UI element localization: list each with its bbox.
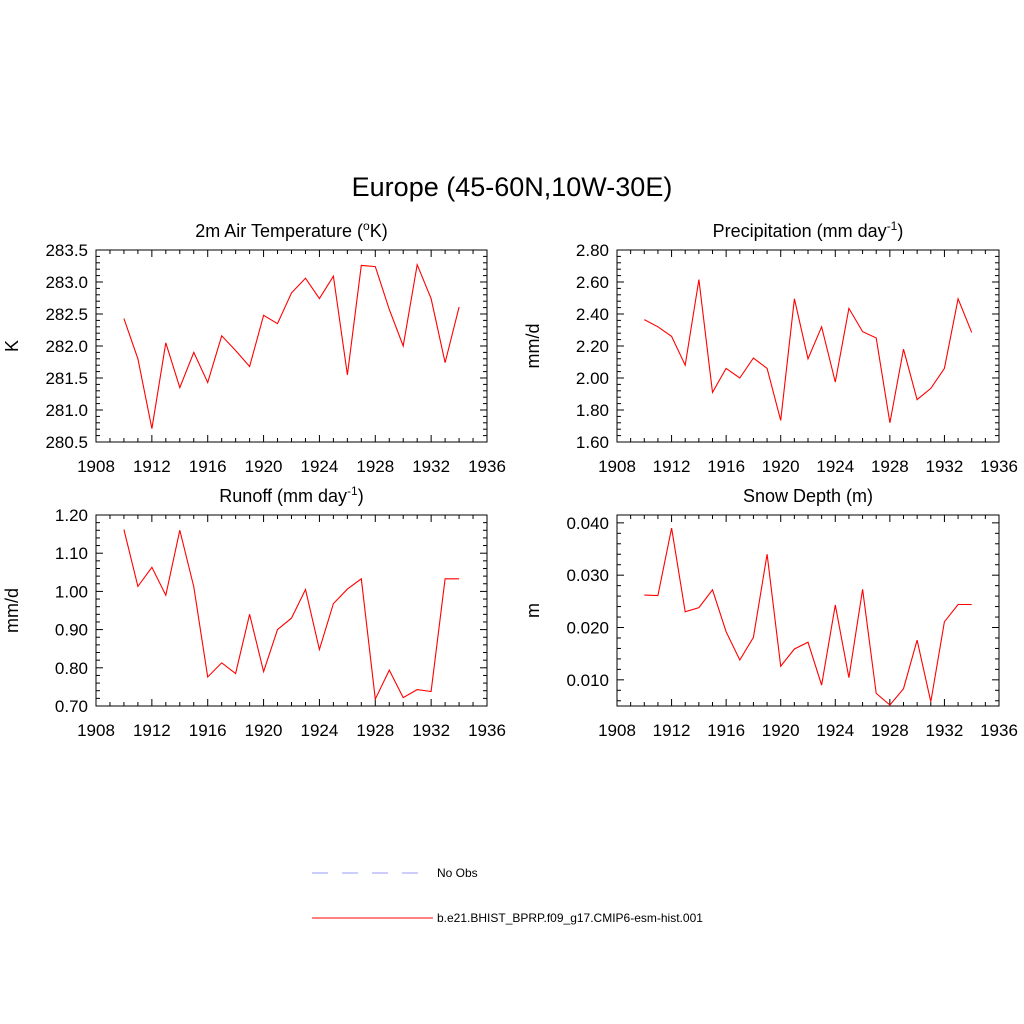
- x-tick-label: 1932: [926, 457, 964, 476]
- panel-title: Precipitation (mm day-1): [713, 219, 904, 241]
- panel-title-superscript: -1: [347, 484, 358, 498]
- x-tick-label: 1936: [468, 457, 506, 476]
- x-tick-label: 1928: [356, 721, 394, 740]
- x-tick-label: 1924: [816, 721, 854, 740]
- series-line-precipitation: [644, 279, 973, 423]
- y-tick-label: 1.80: [576, 401, 609, 420]
- x-tick-label: 1912: [653, 721, 691, 740]
- panel-runoff: 1908 1912 1916 1920 1924 1928 1932 1936 0.70 0.80…: [2, 484, 506, 740]
- y-tick-marks: [96, 249, 487, 443]
- x-tick-label: 1912: [653, 457, 691, 476]
- y-tick-label: 2.60: [576, 273, 609, 292]
- panel-precipitation: 1908 1912 1916 1920 1924 1928 1932 1936 1.60 1.80…: [523, 219, 1018, 476]
- x-tick-label: 1916: [189, 457, 227, 476]
- x-tick-label: 1920: [245, 721, 283, 740]
- y-tick-label: 2.00: [576, 369, 609, 388]
- x-tick-label: 1908: [77, 457, 115, 476]
- panel-snow-depth: 1908 1912 1916 1920 1924 1928 1932 1936 0.010 0.0…: [523, 486, 1018, 740]
- x-tick-label: 1920: [762, 457, 800, 476]
- x-tick-label: 1908: [598, 457, 636, 476]
- x-tick-label: 1932: [412, 457, 450, 476]
- x-tick-label: 1912: [133, 457, 171, 476]
- x-tick-label: 1912: [133, 721, 171, 740]
- y-tick-label: 280.5: [45, 433, 88, 452]
- y-tick-label: 2.80: [576, 241, 609, 260]
- y-axis-label: K: [2, 340, 22, 352]
- y-tick-label: 1.20: [55, 506, 88, 525]
- x-tick-label: 1936: [468, 721, 506, 740]
- y-tick-label: 282.5: [45, 305, 88, 324]
- panel-title-text: Runoff (mm day: [219, 486, 347, 506]
- y-tick-label: 1.10: [55, 544, 88, 563]
- y-tick-label: 0.90: [55, 621, 88, 640]
- panel-title: 2m Air Temperature (oK): [195, 219, 387, 241]
- x-tick-label: 1936: [980, 721, 1018, 740]
- y-tick-marks: [96, 514, 487, 707]
- x-tick-label: 1936: [980, 457, 1018, 476]
- y-tick-label: 0.040: [566, 514, 609, 533]
- y-tick-label: 1.60: [576, 433, 609, 452]
- x-tick-label: 1908: [598, 721, 636, 740]
- panel-title-suffix: ): [897, 221, 903, 241]
- x-tick-label: 1920: [245, 457, 283, 476]
- y-tick-label: 283.0: [45, 273, 88, 292]
- y-tick-label: 0.010: [566, 671, 609, 690]
- panel-title-text: Precipitation (mm day: [713, 221, 887, 241]
- x-tick-marks: [95, 250, 488, 442]
- panel-title-suffix: K): [370, 221, 388, 241]
- x-tick-label: 1924: [301, 721, 339, 740]
- x-tick-label: 1924: [816, 457, 854, 476]
- y-tick-label: 282.0: [45, 337, 88, 356]
- figure-title: Europe (45-60N,10W-30E): [352, 172, 673, 202]
- panel-air-temperature: 1908 1912 1916 1920 1924 1928 1932 1936 280.5 281…: [2, 219, 506, 476]
- x-tick-label: 1932: [926, 721, 964, 740]
- y-tick-label: 281.5: [45, 369, 88, 388]
- panel-title-suffix: ): [358, 486, 364, 506]
- y-axis-label: mm/d: [2, 588, 22, 633]
- y-tick-label: 1.00: [55, 582, 88, 601]
- panel-title-text: Snow Depth (m): [743, 486, 873, 506]
- x-tick-label: 1928: [356, 457, 394, 476]
- x-tick-label: 1916: [707, 457, 745, 476]
- y-tick-label: 0.80: [55, 659, 88, 678]
- plot-frame: [95, 514, 488, 707]
- panel-title: Snow Depth (m): [743, 486, 873, 506]
- y-tick-marks: [617, 249, 999, 443]
- y-axis-label: m: [523, 603, 543, 618]
- x-tick-label: 1924: [301, 457, 339, 476]
- legend-label-no-obs: No Obs: [437, 866, 478, 880]
- x-tick-label: 1916: [189, 721, 227, 740]
- panel-title-superscript: o: [363, 219, 370, 233]
- panel-title: Runoff (mm day-1): [219, 484, 363, 506]
- panel-title-text: 2m Air Temperature (: [195, 221, 363, 241]
- series-line-snow-depth: [644, 527, 972, 706]
- y-tick-label: 2.40: [576, 305, 609, 324]
- x-tick-marks: [95, 515, 488, 706]
- legend-label-model: b.e21.BHIST_BPRP.f09_g17.CMIP6-esm-hist.…: [437, 911, 703, 925]
- series-line-runoff: [123, 529, 460, 702]
- y-tick-label: 283.5: [45, 241, 88, 260]
- x-tick-marks: [616, 250, 1000, 442]
- y-axis-label: mm/d: [523, 324, 543, 369]
- series-line-air-temperature: [123, 262, 460, 429]
- y-tick-label: 281.0: [45, 401, 88, 420]
- x-tick-label: 1908: [77, 721, 115, 740]
- x-tick-label: 1920: [762, 721, 800, 740]
- y-tick-label: 0.030: [566, 566, 609, 585]
- legend: No Obs b.e21.BHIST_BPRP.f09_g17.CMIP6-es…: [312, 866, 703, 925]
- y-tick-label: 2.20: [576, 337, 609, 356]
- x-tick-label: 1932: [412, 721, 450, 740]
- panel-title-superscript: -1: [887, 219, 898, 233]
- x-tick-label: 1916: [707, 721, 745, 740]
- plot-frame: [616, 249, 1000, 443]
- y-tick-label: 0.70: [55, 697, 88, 716]
- y-tick-marks: [617, 522, 999, 702]
- x-tick-label: 1928: [871, 721, 909, 740]
- y-tick-label: 0.020: [566, 619, 609, 638]
- x-tick-label: 1928: [871, 457, 909, 476]
- panels: 1908 1912 1916 1920 1924 1928 1932 1936 280.5 281…: [2, 219, 1018, 740]
- x-tick-marks: [616, 515, 1000, 706]
